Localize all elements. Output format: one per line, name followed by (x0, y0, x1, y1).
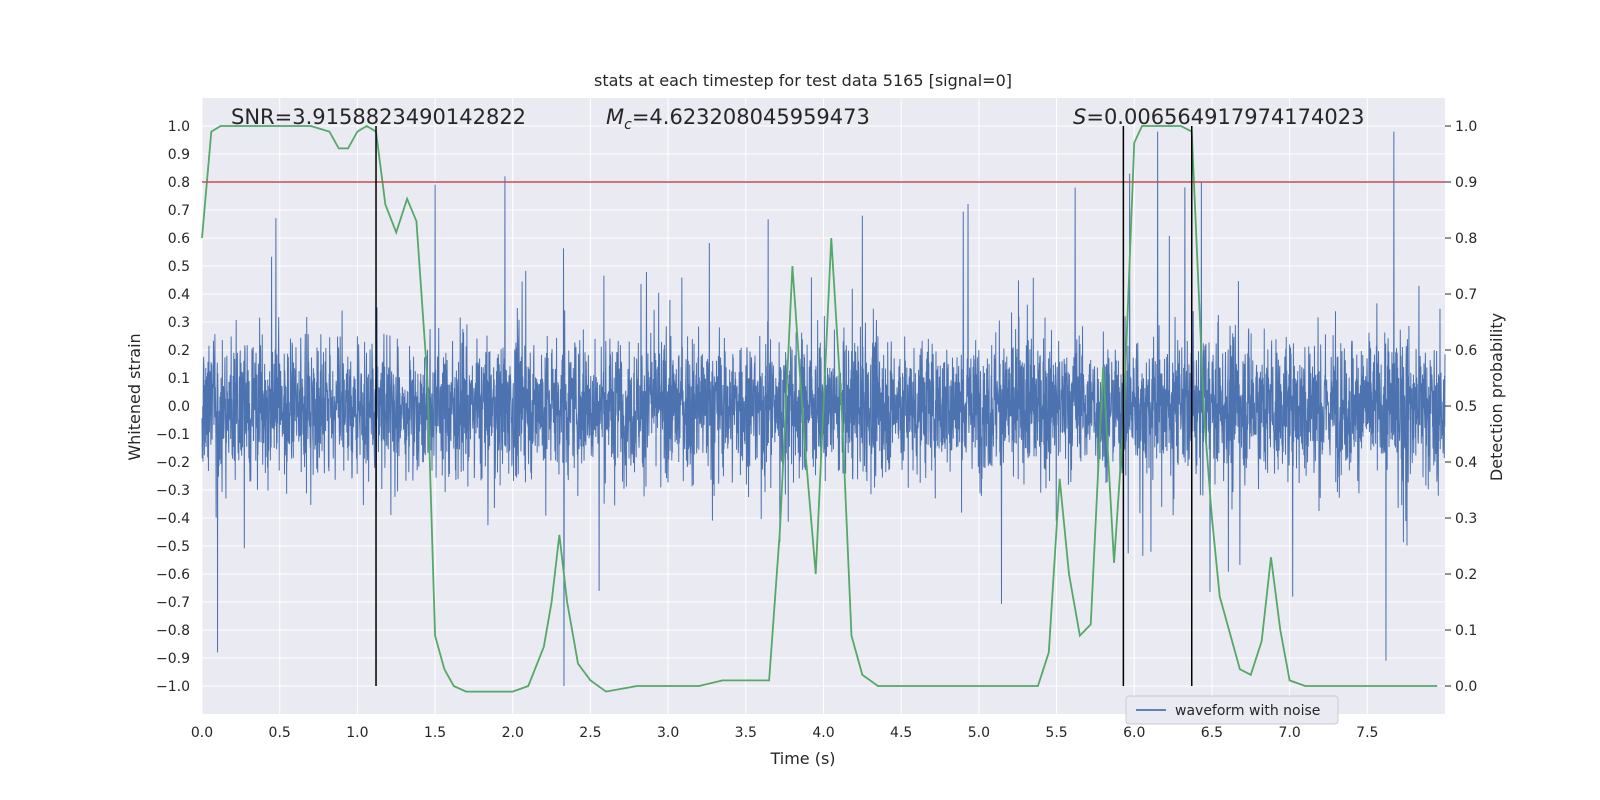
legend-box (1125, 695, 1339, 725)
y-tick-label: 0.6 (168, 231, 190, 247)
x-tick-label: 6.0 (1123, 725, 1145, 741)
y-tick-label: −0.3 (156, 483, 190, 499)
y-tick-label: −1.0 (156, 679, 190, 695)
y2-tick-label: 0.5 (1455, 399, 1477, 415)
y-tick-label: 0.7 (168, 203, 190, 219)
y2-tick-label: 0.3 (1455, 511, 1477, 527)
y-tick-label: 0.8 (168, 175, 190, 191)
legend: waveform with noise (1125, 695, 1339, 725)
s-value: =0.006564917974174023 (1086, 105, 1364, 129)
x-tick-label: 1.5 (424, 725, 446, 741)
x-tick-label: 7.5 (1356, 725, 1378, 741)
x-tick-label: 5.5 (1045, 725, 1067, 741)
x-tick-label: 0.0 (191, 725, 213, 741)
y-tick-label: 0.1 (168, 371, 190, 387)
chart-title: stats at each timestep for test data 516… (594, 71, 1012, 90)
s-annotation: S=0.006564917974174023 (1073, 105, 1364, 129)
x-tick-label: 1.0 (346, 725, 368, 741)
plot-clip (201, 124, 1446, 693)
y2-tick-label: 0.7 (1455, 287, 1477, 303)
vertical-markers (375, 126, 1193, 686)
chirp-mass-value: =4.623208045959473 (632, 105, 870, 129)
y-tick-label: 0.0 (168, 399, 190, 415)
y-tick-label: −0.6 (156, 567, 190, 583)
legend-entry-waveform: waveform with noise (1175, 703, 1320, 719)
y-tick-label: 1.0 (168, 119, 190, 135)
y2-tick-label: 0.1 (1455, 623, 1477, 639)
y-tick-label: −0.7 (156, 595, 190, 611)
y2-tick-label: 0.9 (1455, 175, 1477, 191)
x-axis-label: Time (s) (769, 749, 835, 768)
y-tick-label: −0.5 (156, 539, 190, 555)
y2-tick-label: 0.6 (1455, 343, 1477, 359)
y-tick-label: 0.9 (168, 147, 190, 163)
y-tick-label: −0.8 (156, 623, 190, 639)
y-tick-label: −0.9 (156, 651, 190, 667)
y-tick-label: −0.4 (156, 511, 190, 527)
y-axis-ticks: 1.0 0.9 0.8 0.7 0.6 0.5 0.4 0.3 0.2 0.1 0.0 −0.1 −0.… (156, 119, 190, 695)
chirp-mass-subscript: c (624, 117, 632, 133)
x-tick-label: 4.0 (812, 725, 834, 741)
y-tick-label: 0.3 (168, 315, 190, 331)
y-tick-label: 0.4 (168, 287, 190, 303)
y2-axis-label: Detection probability (1487, 313, 1506, 481)
y2-tick-label: 1.0 (1455, 119, 1477, 135)
x-tick-label: 2.0 (502, 725, 524, 741)
snr-annotation: SNR=3.9158823490142822 (231, 105, 526, 129)
y-tick-label: 0.2 (168, 343, 190, 359)
y2-tick-label: 0.0 (1455, 679, 1477, 695)
y2-tick-label: 0.8 (1455, 231, 1477, 247)
chirp-mass-symbol: M (606, 105, 624, 129)
x-tick-label: 2.5 (579, 725, 601, 741)
y-tick-label: 0.5 (168, 259, 190, 275)
y-tick-label: −0.1 (156, 427, 190, 443)
x-tick-label: 7.0 (1278, 725, 1300, 741)
x-axis-ticks: 0.0 0.5 1.0 1.5 2.0 2.5 3.0 3.5 4.0 4.5 5.0 5.5 6.0 6… (191, 725, 1379, 741)
y-axis-label: Whitened strain (125, 333, 144, 460)
y2-tick-label: 0.2 (1455, 567, 1477, 583)
x-tick-label: 6.5 (1201, 725, 1223, 741)
x-tick-label: 3.0 (657, 725, 679, 741)
y-tick-label: −0.2 (156, 455, 190, 471)
y2-tick-label: 0.4 (1455, 455, 1477, 471)
chirp-mass-annotation: Mc=4.623208045959473 (606, 105, 870, 133)
x-tick-label: 0.5 (269, 725, 291, 741)
x-tick-label: 3.5 (735, 725, 757, 741)
s-symbol: S (1073, 105, 1086, 129)
x-tick-label: 5.0 (968, 725, 990, 741)
y2-axis-ticks: 1.0 0.9 0.8 0.7 0.6 0.5 0.4 0.3 0.2 0.1 0.0 (1445, 119, 1477, 695)
x-tick-label: 4.5 (890, 725, 912, 741)
probability-series (201, 124, 1438, 693)
